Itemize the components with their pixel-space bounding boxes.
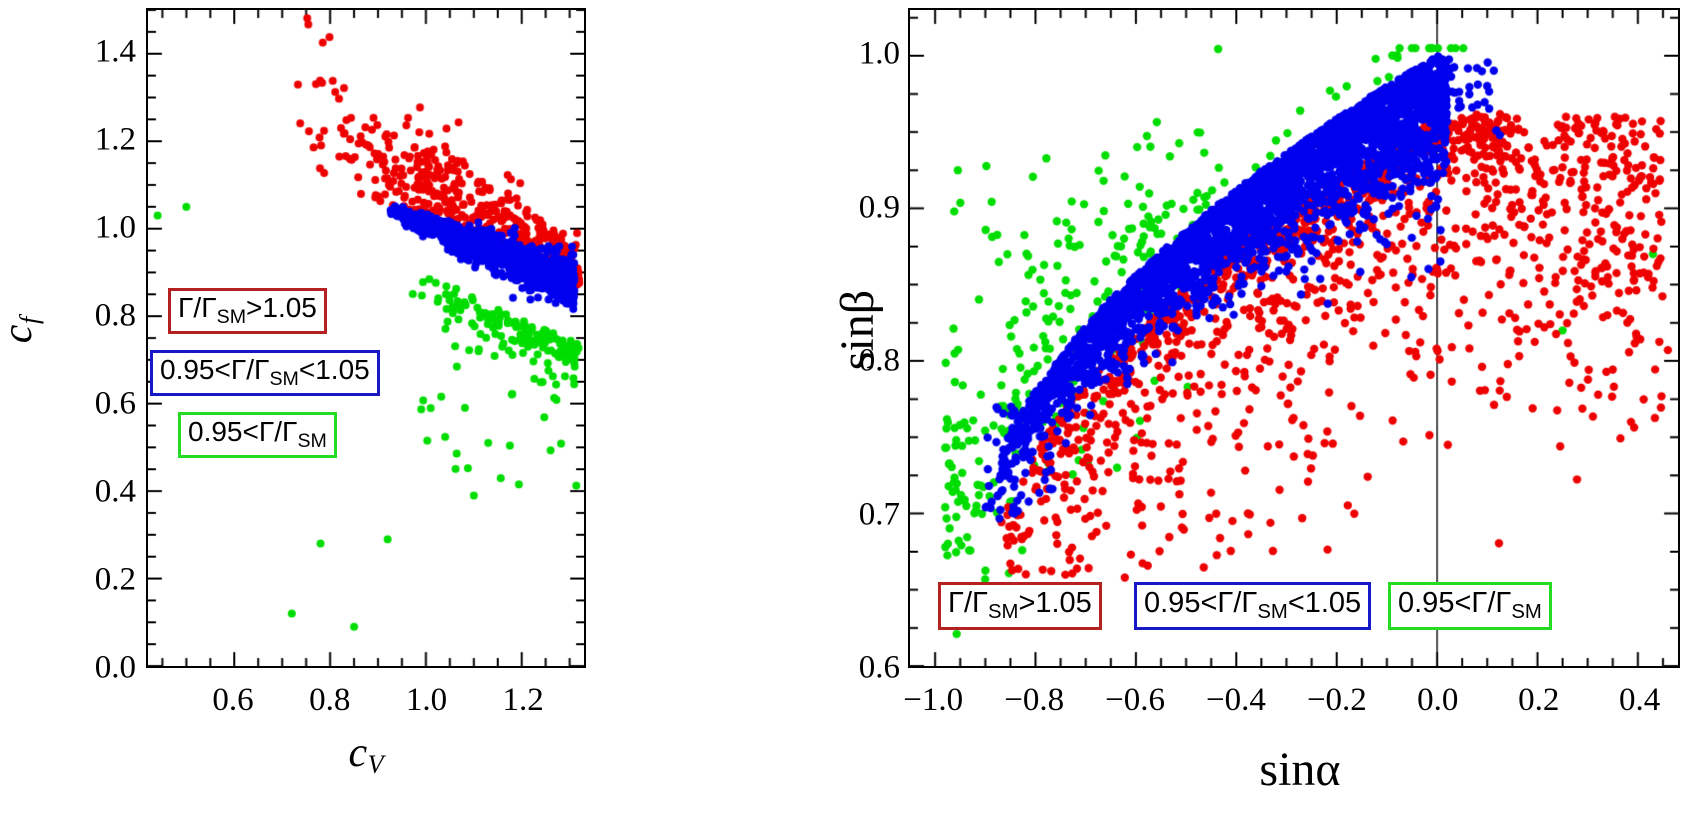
left-x-axis-title-sub: V bbox=[367, 750, 384, 780]
right-x-tick: −1.0 bbox=[903, 682, 964, 718]
legend-red-right-sub: SM bbox=[988, 601, 1019, 624]
legend-red-left-sub: SM bbox=[216, 306, 247, 329]
left-x-tick: 1.2 bbox=[502, 682, 544, 718]
left-x-axis-title-main: c bbox=[348, 729, 368, 776]
right-x-tick: −0.2 bbox=[1306, 682, 1367, 718]
legend-blue-right-suffix: <1.05 bbox=[1287, 587, 1362, 620]
legend-red-right: Γ/ΓSM>1.05 bbox=[938, 582, 1102, 630]
legend-red-left-prefix: Γ/Γ bbox=[178, 292, 217, 324]
right-y-tick: 0.6 bbox=[858, 649, 900, 686]
right-scatter-panel: 0.6 0.7 0.8 0.9 1.0 −1.0 −0.8 −0.6 −0.4 −0.2 0.0 0… bbox=[831, 0, 1688, 833]
right-x-axis-title: sinα bbox=[1259, 743, 1341, 796]
left-y-axis-title-main: c bbox=[0, 325, 41, 344]
legend-red-left: Γ/ΓSM>1.05 bbox=[168, 288, 327, 334]
left-y-axis-title-sub: f bbox=[15, 316, 45, 325]
legend-blue-left-text: 0.95<Γ/ΓSM<1.05 bbox=[160, 356, 370, 389]
left-y-tick: 0.0 bbox=[94, 649, 136, 686]
legend-blue-right-sub: SM bbox=[1257, 601, 1288, 624]
right-x-tick: −0.4 bbox=[1206, 682, 1266, 718]
legend-blue-left: 0.95<Γ/ΓSM<1.05 bbox=[150, 350, 380, 396]
left-y-tick: 0.4 bbox=[94, 473, 136, 510]
left-x-tick: 1.0 bbox=[405, 682, 448, 718]
legend-blue-left-suffix: <1.05 bbox=[298, 354, 370, 386]
left-scatter-canvas bbox=[148, 10, 584, 666]
legend-red-left-suffix: >1.05 bbox=[246, 292, 317, 324]
left-y-axis-title: cf bbox=[0, 316, 45, 344]
legend-red-right-suffix: >1.05 bbox=[1018, 587, 1092, 620]
left-y-tick: 1.4 bbox=[94, 33, 136, 70]
left-scatter-panel: 0.00.20.40.60.81.01.21.4 0.60.81.01.2 cf… bbox=[0, 0, 800, 833]
legend-green-left-text: 0.95<Γ/ΓSM bbox=[188, 418, 327, 451]
legend-blue-right: 0.95<Γ/ΓSM<1.05 bbox=[1134, 582, 1372, 630]
left-plot-frame bbox=[146, 8, 586, 668]
legend-green-right-sub: SM bbox=[1511, 601, 1542, 624]
left-y-tick: 0.8 bbox=[94, 297, 136, 334]
legend-blue-right-prefix: 0.95<Γ/Γ bbox=[1144, 587, 1258, 620]
legend-green-right-prefix: 0.95<Γ/Γ bbox=[1398, 587, 1512, 620]
right-x-tick: −0.8 bbox=[1004, 682, 1065, 718]
legend-green-right-text: 0.95<Γ/ΓSM bbox=[1398, 587, 1542, 624]
legend-blue-right-text: 0.95<Γ/ΓSM<1.05 bbox=[1144, 587, 1362, 624]
legend-green-left: 0.95<Γ/ΓSM bbox=[178, 412, 337, 458]
right-scatter-canvas bbox=[910, 10, 1678, 666]
left-y-tick: 0.2 bbox=[94, 561, 136, 598]
left-y-tick: 1.0 bbox=[94, 209, 136, 246]
right-y-tick: 0.9 bbox=[858, 189, 900, 226]
legend-red-right-prefix: Γ/Γ bbox=[948, 587, 989, 620]
right-y-tick: 0.7 bbox=[858, 496, 900, 532]
left-x-tick: 0.6 bbox=[212, 682, 254, 718]
right-x-tick: 0.0 bbox=[1417, 682, 1459, 718]
left-x-axis-title: cV bbox=[348, 732, 383, 778]
legend-red-left-text: Γ/ΓSM>1.05 bbox=[178, 294, 317, 327]
legend-blue-left-prefix: 0.95<Γ/Γ bbox=[160, 354, 270, 386]
left-y-tick: 1.2 bbox=[94, 121, 136, 158]
legend-green-left-sub: SM bbox=[297, 430, 327, 453]
right-plot-frame bbox=[908, 8, 1680, 668]
right-x-tick: 0.2 bbox=[1518, 682, 1560, 718]
legend-red-right-text: Γ/ΓSM>1.05 bbox=[948, 587, 1092, 624]
right-y-axis-title: sinβ bbox=[831, 289, 884, 371]
right-y-tick: 0.8 bbox=[858, 342, 900, 379]
right-y-tick: 1.0 bbox=[858, 35, 900, 72]
left-x-tick: 0.8 bbox=[309, 682, 351, 718]
legend-green-left-prefix: 0.95<Γ/Γ bbox=[188, 416, 298, 448]
legend-green-right: 0.95<Γ/ΓSM bbox=[1388, 582, 1552, 630]
left-y-tick: 0.6 bbox=[94, 385, 136, 422]
right-x-tick: −0.6 bbox=[1105, 682, 1165, 718]
legend-blue-left-sub: SM bbox=[269, 368, 299, 391]
right-x-tick: 0.4 bbox=[1619, 682, 1661, 718]
